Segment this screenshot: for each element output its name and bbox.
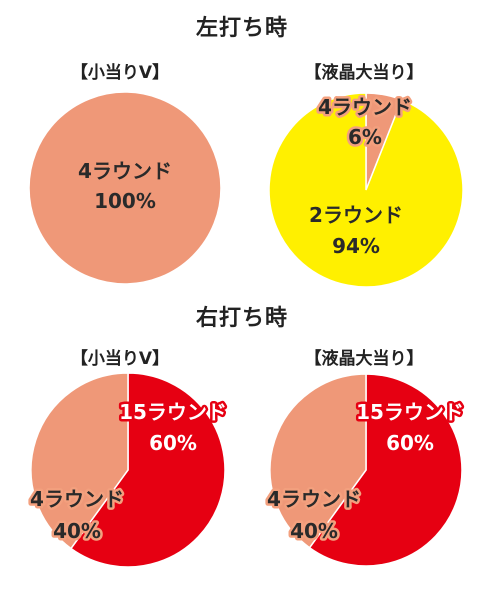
section-title-left: 左打ち時 (195, 16, 288, 41)
slice-percent-2r: 94% (332, 234, 380, 258)
slice-name-4r: 4ラウンド (30, 487, 124, 511)
pie-slice-1 (69, 372, 226, 568)
pie-chart-right-lcd-jackpot: 15ラウンド 60% 4ラウンド 40% (265, 373, 466, 567)
pie-chart-left-small-hit-v: 4ラウンド 100% (28, 91, 222, 285)
slice-name-4r: 4ラウンド (318, 95, 412, 119)
pie-slice-1 (28, 91, 222, 285)
chart-label-small-hit-v-left: 【小当りV】 (70, 63, 170, 83)
pie-slice-2 (269, 373, 367, 549)
pie-chart-left-lcd-jackpot: 4ラウンド 6% 2ラウンド 94% (268, 92, 464, 288)
chart-label-lcd-jackpot-right: 【液晶大当り】 (304, 349, 424, 369)
slice-name-4r: 4ラウンド (78, 159, 172, 183)
slice-percent-4r: 40% (53, 519, 101, 543)
slice-name-15r: 15ラウンド (119, 400, 227, 424)
pie-chart-right-small-hit-v: 15ラウンド 60% 4ラウンド 40% (28, 372, 229, 568)
slice-percent-4r: 40% (290, 519, 338, 543)
slice-name-4r: 4ラウンド (267, 487, 361, 511)
pie-slice-2 (268, 92, 464, 288)
slice-percent-15r: 60% (149, 431, 197, 455)
pie-slice-2 (30, 372, 129, 550)
slice-name-15r: 15ラウンド (356, 400, 464, 424)
slice-percent-4r: 100% (94, 189, 156, 213)
slice-percent-15r: 60% (386, 431, 434, 455)
slice-percent-4r: 6% (348, 125, 382, 149)
section-title-right: 右打ち時 (195, 306, 288, 331)
chart-label-small-hit-v-right: 【小当りV】 (70, 349, 170, 369)
pie-slice-1 (308, 373, 463, 567)
slice-name-2r: 2ラウンド (309, 203, 403, 227)
chart-label-lcd-jackpot-left: 【液晶大当り】 (304, 63, 424, 83)
